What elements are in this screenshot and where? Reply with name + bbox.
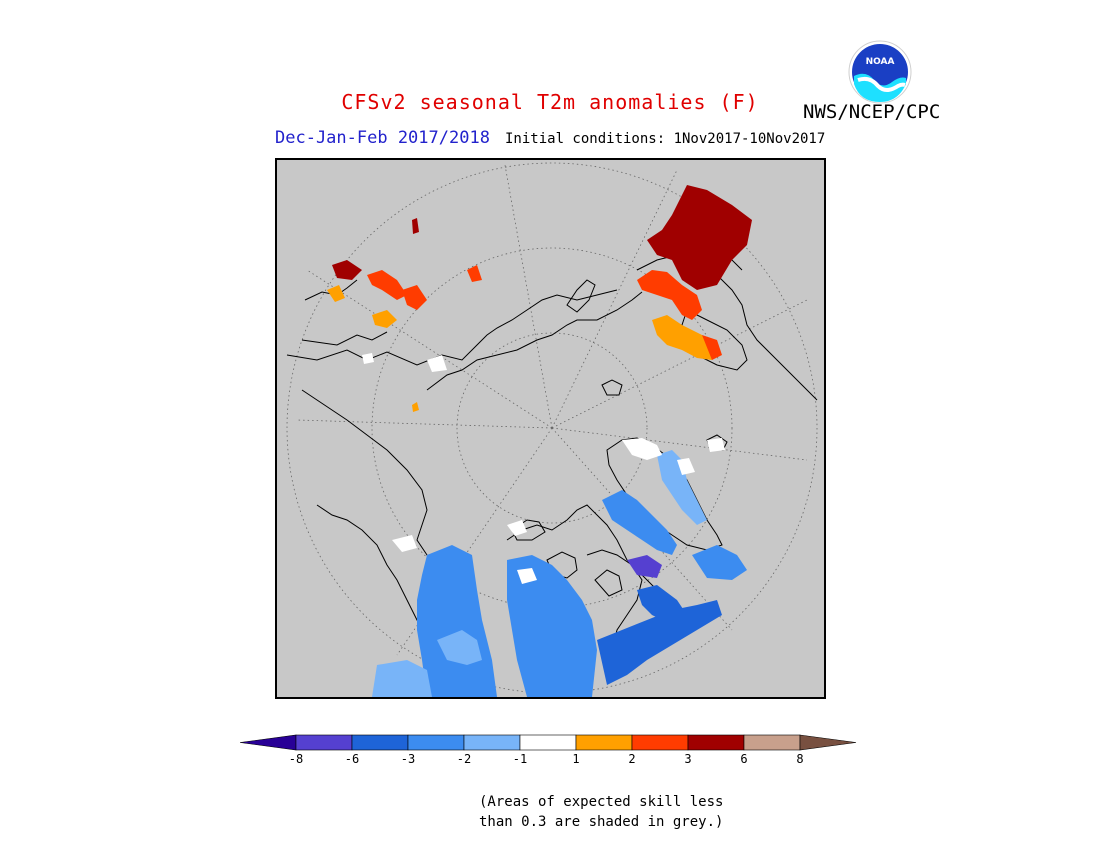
legend-swatch [407,734,465,751]
legend-arrow-low [240,734,297,751]
season-label: Dec-Jan-Feb 2017/2018 [275,128,490,148]
legend-swatch [575,734,633,751]
map-title: CFSv2 seasonal T2m anomalies (F) [341,90,759,114]
legend-swatch [463,734,521,751]
warm-anomaly-region [327,185,752,412]
legend-tick-label: -8 [288,752,304,766]
initial-conditions: Initial conditions: 1Nov2017-10Nov2017 [505,131,826,147]
footnote-line-1: (Areas of expected skill less [479,794,724,810]
legend-tick-label: 6 [740,752,748,766]
legend-colorbar [240,734,857,751]
legend-swatch [743,734,801,751]
legend-tick-label: -2 [456,752,472,766]
legend-tick-label: -3 [400,752,416,766]
legend-tick-label: 2 [628,752,636,766]
agency-label: NWS/NCEP/CPC [803,101,941,123]
legend-swatch [519,734,577,751]
cold-anomaly-region [372,450,747,697]
legend-tick-label: 1 [572,752,580,766]
legend-tick-label: -1 [512,752,528,766]
legend-tick-label: 3 [684,752,692,766]
noaa-logo: NOAA [848,40,912,104]
skill-footnote: (Areas of expected skill less than 0.3 a… [479,792,723,832]
near-normal-patches [362,353,725,584]
polar-map [275,158,826,699]
noaa-logo-text: NOAA [866,57,895,67]
legend-arrow-high [799,734,857,751]
legend-swatch [351,734,409,751]
legend-swatch [295,734,353,751]
legend-swatch [687,734,745,751]
legend-tick-label: 8 [796,752,804,766]
legend-swatch [631,734,689,751]
map-canvas [286,162,818,697]
footnote-line-2: than 0.3 are shaded in grey.) [479,814,724,830]
legend-tick-label: -6 [344,752,360,766]
